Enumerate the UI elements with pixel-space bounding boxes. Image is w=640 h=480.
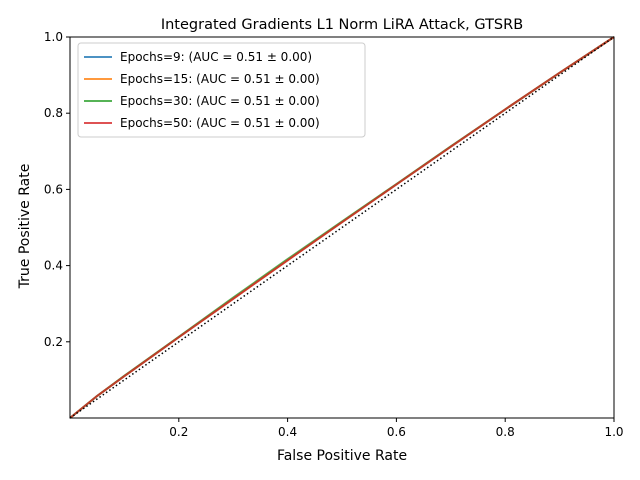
legend-box	[77, 42, 366, 138]
y-tick-label: 0.2	[44, 335, 63, 349]
chance-reference-line	[69, 36, 615, 419]
y-tick-label: 0.6	[44, 182, 63, 196]
legend-entry: Epochs=9: (AUC = 0.51 ± 0.00)	[120, 50, 312, 64]
roc-line-series-4	[69, 36, 615, 419]
x-tick-label: 0.4	[278, 425, 297, 439]
y-tick-label: 0.8	[44, 106, 63, 120]
legend-entry: Epochs=15: (AUC = 0.51 ± 0.00)	[120, 72, 320, 86]
legend: Epochs=9: (AUC = 0.51 ± 0.00) Epochs=15: …	[77, 42, 366, 138]
legend-entry: Epochs=50: (AUC = 0.51 ± 0.00)	[120, 116, 320, 130]
series-layer	[69, 36, 615, 419]
x-tick-label: 0.2	[169, 425, 188, 439]
y-tick-label: 0.4	[44, 259, 63, 273]
x-tick-label: 1.0	[604, 425, 623, 439]
legend-entry: Epochs=30: (AUC = 0.51 ± 0.00)	[120, 94, 320, 108]
x-tick-label: 0.6	[387, 425, 406, 439]
y-axis-label: True Positive Rate	[17, 164, 33, 290]
y-tick-label: 1.0	[44, 30, 63, 44]
y-axis: 0.2 0.4 0.6 0.8 1.0	[44, 30, 70, 349]
plot-frame	[69, 36, 615, 419]
x-tick-label: 0.8	[496, 425, 515, 439]
x-axis-label: False Positive Rate	[277, 448, 407, 464]
x-axis: 0.2 0.4 0.6 0.8 1.0	[169, 418, 624, 439]
chart-title: Integrated Gradients L1 Norm LiRA Attack…	[161, 17, 523, 33]
